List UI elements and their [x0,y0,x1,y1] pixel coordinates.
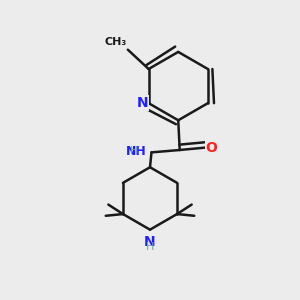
Text: N: N [144,235,156,249]
Text: H: H [130,146,138,157]
Text: CH₃: CH₃ [104,37,126,47]
Text: NH: NH [125,145,146,158]
Text: N: N [136,96,148,110]
Text: H: H [146,242,154,251]
Text: O: O [206,141,218,154]
